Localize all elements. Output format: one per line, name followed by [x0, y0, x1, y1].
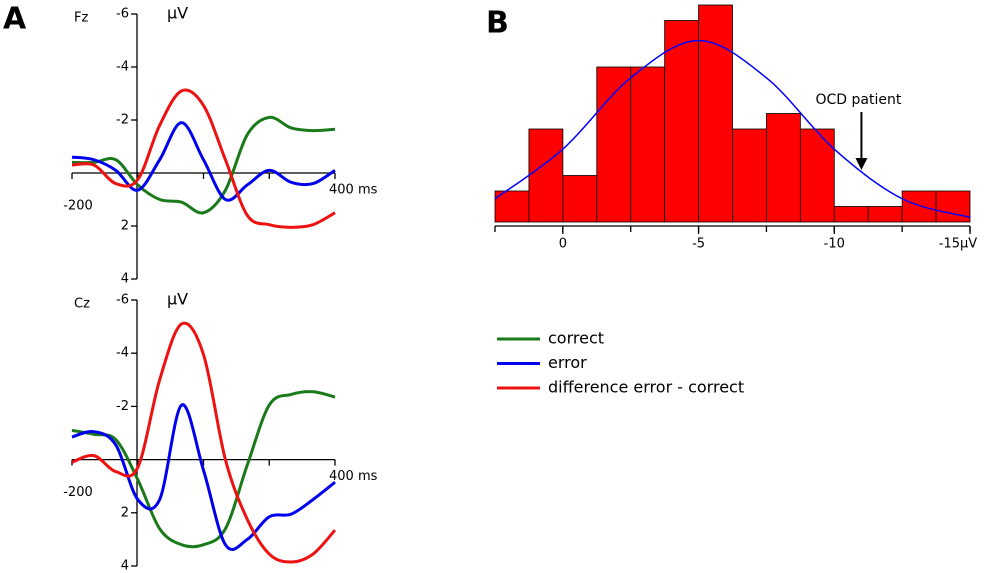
series-line — [71, 403, 336, 551]
bar — [867, 206, 903, 223]
y-tick-label: 4 — [121, 559, 129, 573]
arrow-head — [855, 158, 868, 170]
legend-label: correct — [548, 329, 604, 348]
y-tick-label: 2 — [121, 505, 129, 520]
chart-title: Cz — [74, 297, 90, 312]
x-tick-label: -200 — [63, 485, 93, 500]
annotation: OCD patient — [815, 92, 901, 108]
bar — [732, 128, 767, 223]
series-line — [71, 390, 336, 549]
bar — [664, 20, 699, 223]
series-line — [71, 121, 336, 202]
bar — [698, 4, 733, 223]
bar — [562, 175, 598, 223]
y-axis-label: µV — [167, 4, 188, 23]
series-line — [71, 88, 336, 229]
y-axis-label: µV — [167, 290, 188, 309]
bar — [596, 66, 632, 223]
fit-curve — [494, 39, 971, 219]
series-line — [71, 115, 336, 215]
x-tick-label: 400 ms — [329, 183, 378, 198]
x-tick-label: 0 — [559, 237, 567, 252]
y-tick-label: 2 — [121, 219, 129, 234]
bar — [799, 128, 835, 223]
x-tick-label: -200 — [63, 199, 93, 214]
bar — [833, 206, 869, 223]
y-tick-label: -2 — [116, 113, 129, 128]
panel-label: A — [3, 2, 27, 37]
y-tick-label: 4 — [121, 272, 129, 287]
y-tick-label: -4 — [116, 60, 129, 75]
panel-label: B — [486, 6, 509, 41]
y-tick-label: -2 — [116, 399, 129, 414]
y-tick-label: -4 — [116, 346, 129, 361]
x-tick-label: -15µV — [939, 237, 978, 252]
series-line — [71, 321, 337, 564]
x-tick-label: -5 — [692, 237, 705, 252]
legend-label: error — [548, 353, 587, 372]
legend-label: difference error - correct — [548, 378, 744, 397]
x-tick-label: -10 — [824, 237, 845, 252]
y-tick-label: -6 — [116, 7, 129, 22]
bar — [766, 113, 801, 223]
bar — [528, 128, 564, 223]
bar — [935, 190, 971, 223]
bar — [901, 190, 937, 223]
bar — [630, 66, 666, 223]
x-tick-label: 400 ms — [329, 469, 378, 484]
chart-title: Fz — [74, 11, 88, 26]
y-tick-label: -6 — [116, 293, 129, 308]
